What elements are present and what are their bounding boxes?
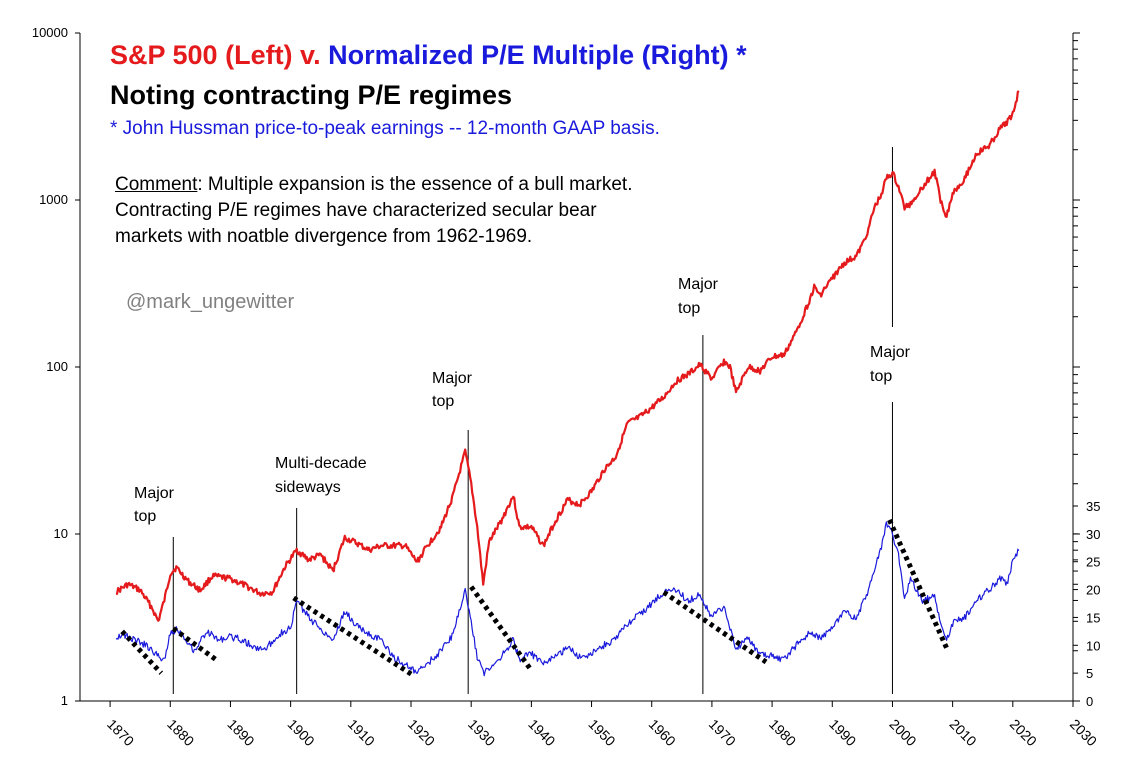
annotation-line-1: Major	[432, 370, 473, 387]
title-pe: Normalized P/E Multiple (Right) *	[328, 40, 747, 70]
comment-line-3: markets with noatble divergence from 196…	[115, 226, 533, 247]
x-tick-label: 1930	[465, 716, 498, 749]
x-tick-label: 2020	[1007, 716, 1040, 749]
annotation-line-2: sideways	[275, 479, 341, 496]
pe-trend-segment	[171, 626, 217, 662]
x-tick-label: 1980	[766, 716, 799, 749]
annotation-line-1: Major	[870, 344, 911, 361]
x-tick-label: 1960	[646, 716, 679, 749]
x-tick-label: 1970	[706, 716, 739, 749]
y-left-tick-label: 100	[46, 359, 68, 374]
x-tick-label: 1910	[345, 716, 378, 749]
series-layer	[115, 90, 1020, 677]
pe-trend-segment	[292, 595, 416, 679]
comment-line-2: Contracting P/E regimes have characteriz…	[115, 200, 597, 221]
chart-subtitle: Noting contracting P/E regimes	[110, 80, 513, 110]
annotation-line-2: top	[678, 300, 700, 317]
annotation-line-1: Major	[134, 485, 175, 502]
y-left-tick-label: 10	[54, 526, 68, 541]
pe-trend-segment	[120, 629, 164, 675]
x-tick-label: 1870	[104, 716, 137, 749]
comment-label: Comment	[115, 174, 198, 195]
x-tick-label: 2030	[1067, 716, 1100, 749]
annotation-line-2: top	[870, 368, 892, 385]
x-tick-label: 2010	[947, 716, 980, 749]
x-tick-label: 1950	[585, 716, 618, 749]
x-tick-label: 1890	[224, 716, 257, 749]
pe-series-line	[115, 521, 1020, 677]
pe-trend-segment	[469, 585, 534, 672]
y-right-tick-label: 30	[1086, 527, 1100, 542]
sp500-series-line	[115, 90, 1020, 622]
x-tick-label: 1900	[285, 716, 318, 749]
annotation-line-2: top	[432, 393, 454, 410]
y-right-tick-label: 0	[1086, 694, 1093, 709]
vertical-markers	[172, 147, 893, 694]
comment-block: Comment: Multiple expansion is the essen…	[115, 172, 632, 250]
x-tick-label: 1990	[826, 716, 859, 749]
x-tick-label: 1920	[405, 716, 438, 749]
y-right-tick-label: 35	[1086, 499, 1100, 514]
chart-footnote: * John Hussman price-to-peak earnings --…	[110, 118, 660, 139]
annotation-line-2: top	[134, 508, 156, 525]
comment-line-1: : Multiple expansion is the essence of a…	[197, 174, 633, 195]
y-left-tick-label: 10000	[32, 25, 68, 40]
author-handle: @mark_ungewitter	[126, 291, 295, 313]
annotation-line-1: Multi-decade	[275, 455, 367, 472]
pe-trend-segment	[887, 518, 949, 650]
x-tick-label: 1880	[164, 716, 197, 749]
y-right-tick-label: 15	[1086, 610, 1100, 625]
y-left-tick-label: 1	[61, 693, 68, 708]
y-right-tick-label: 20	[1086, 583, 1100, 598]
pe-trend-segment	[662, 590, 768, 665]
title-sp500: S&P 500 (Left) v.	[110, 40, 321, 70]
y-left-tick-label: 1000	[39, 192, 68, 207]
x-tick-label: 1940	[525, 716, 558, 749]
y-right-tick-label: 10	[1086, 638, 1100, 653]
annotations-layer: Major top Multi-decade sideways Major top Majo…	[134, 276, 911, 525]
annotation-line-1: Major	[678, 276, 719, 293]
chart-title: S&P 500 (Left) v. Normalized P/E Multipl…	[110, 40, 747, 71]
y-right-tick-label: 25	[1086, 555, 1100, 570]
x-tick-label: 2000	[886, 716, 919, 749]
pe-trend-lines	[120, 518, 949, 679]
y-right-tick-label: 5	[1086, 666, 1093, 681]
